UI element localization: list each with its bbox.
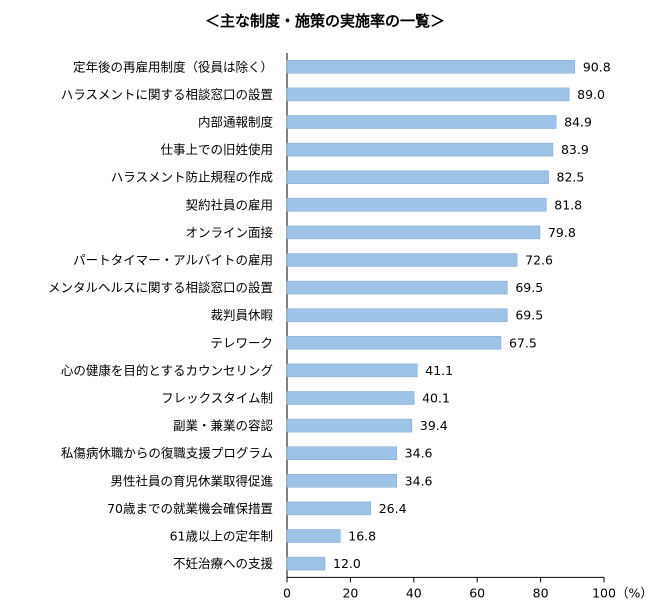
bar [286,474,397,488]
x-axis-ticks: 0 20 40 60 80 100 [283,577,616,600]
category-label: 副業・兼業の容認 [173,418,274,433]
value-label: 69.5 [515,308,543,323]
value-label: 34.6 [405,473,433,488]
value-label: 90.8 [583,59,611,74]
value-label: 67.5 [509,335,537,350]
x-tick-label: 80 [533,585,549,600]
plot-area: 0 20 40 60 80 100 定年後の再雇用制度（役員は除く） ハラスメントに関する相… [48,53,616,600]
category-label: 裁判員休暇 [210,308,273,323]
category-label: メンタルヘルスに関する相談窓口の設置 [48,280,273,295]
value-label: 16.8 [348,529,376,544]
chart-title: ＜主な制度・施策の実施率の一覧＞ [205,12,445,30]
category-label: 不妊治療への支援 [173,556,274,571]
bar [286,87,570,102]
bar [286,418,413,433]
category-label: オンライン面接 [185,225,273,240]
category-label: ハラスメントに関する相談窓口の設置 [61,87,273,102]
category-label: 定年後の再雇用制度（役員は除く） [73,59,273,74]
category-label: 私傷病休職からの復職支援プログラム [61,446,273,461]
bar [286,225,541,240]
value-label: 72.6 [525,253,553,268]
value-label: 26.4 [379,501,407,516]
x-tick-label: 100 [592,585,616,600]
value-label: 40.1 [422,391,450,406]
value-label: 69.5 [515,280,543,295]
category-label: ハラスメント防止規程の作成 [111,170,273,185]
category-label: 男性社員の育児休業取得促進 [110,473,273,488]
category-label: テレワーク [210,335,273,350]
value-label: 39.4 [420,418,448,433]
category-labels: 定年後の再雇用制度（役員は除く） ハラスメントに関する相談窓口の設置内部通報制度仕… [48,59,274,571]
bar [286,170,549,184]
value-label: 81.8 [554,197,582,212]
category-label: 70歳までの就業機会確保措置 [107,501,273,516]
category-label: フレックスタイム制 [161,391,273,406]
bar [286,391,415,405]
value-label: 82.5 [557,170,585,185]
x-tick-label: 0 [283,585,291,600]
x-axis-unit-label: （%） [616,585,650,600]
bar [286,363,418,378]
value-label: 41.1 [425,363,453,378]
bar [286,198,547,212]
bar [286,529,341,543]
bar [286,115,557,129]
value-label: 12.0 [333,556,361,571]
category-label: 内部通報制度 [198,115,274,130]
category-label: 契約社員の雇用 [185,197,273,212]
x-tick-label: 60 [469,585,485,600]
bar [286,556,326,571]
category-label: 61歳以上の定年制 [170,529,273,544]
value-label: 79.8 [548,225,576,240]
bar [286,253,518,267]
value-label: 83.9 [561,142,589,157]
category-label: パートタイマー・アルバイトの雇用 [73,253,273,268]
value-label: 34.6 [405,446,433,461]
bar [286,446,397,460]
value-label: 84.9 [564,115,592,130]
bar [286,308,508,322]
bar [286,336,502,350]
bar [286,501,371,516]
x-tick-label: 40 [406,585,422,600]
value-label: 89.0 [577,87,605,102]
bar [286,60,576,74]
x-tick-label: 20 [342,585,358,600]
category-label: 仕事上での旧姓使用 [160,142,273,157]
category-label: 心の健康を目的とするカウンセリング [61,363,273,378]
value-labels: 90.8 89.0 84.9 83.9 82.5 81.8 79.8 72.6 69.5 69.5… [333,59,611,571]
bar [286,142,554,157]
bar [286,280,508,295]
bars [286,60,576,571]
